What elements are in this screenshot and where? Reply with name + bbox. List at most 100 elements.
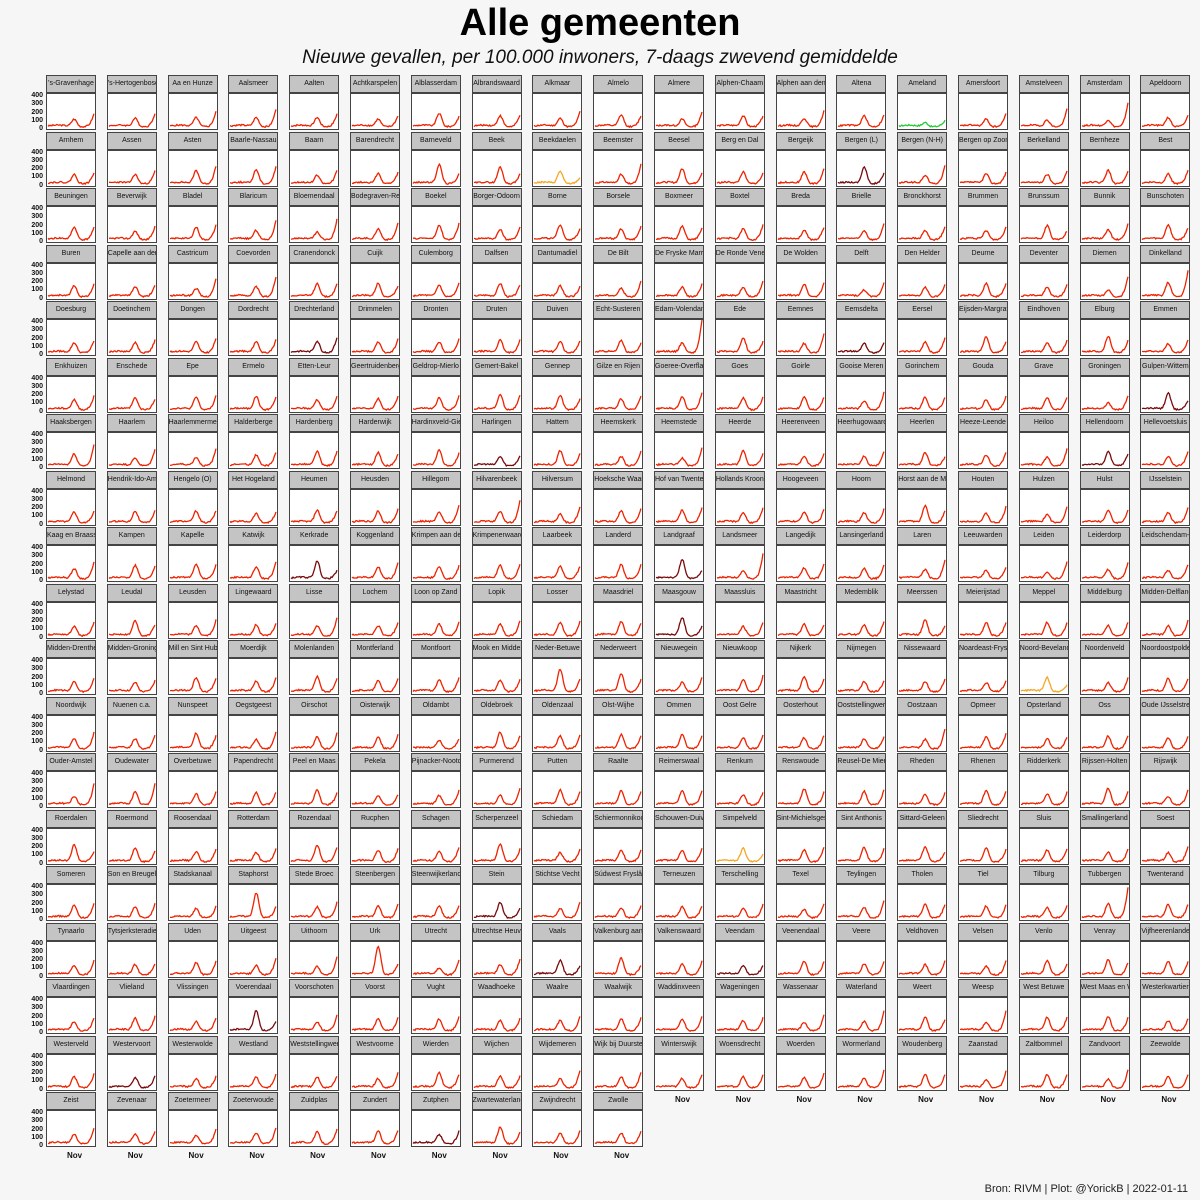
- panel-strip: Schagen: [410, 809, 461, 828]
- panel-svg: [1081, 276, 1129, 298]
- panel-plot: [167, 375, 218, 413]
- panel-svg: [534, 669, 581, 693]
- series-line: [230, 561, 278, 581]
- panel-plot: [654, 884, 704, 921]
- series-line: [473, 338, 521, 355]
- series-line: [716, 280, 764, 298]
- panel-strip: Heemskerk: [593, 414, 644, 432]
- panel-svg: [959, 171, 1007, 185]
- panel-strip: Goeree-Overflakkee: [654, 357, 704, 376]
- panel-plot: [167, 93, 218, 130]
- panel-plot: [289, 432, 340, 469]
- panel-plot: [350, 601, 400, 639]
- series-line: [169, 111, 217, 128]
- y-tick-label: 300: [31, 382, 43, 390]
- panel-plot: [106, 827, 157, 865]
- panel-plot: [958, 545, 1008, 582]
- panel-plot: [714, 149, 765, 187]
- series-line: [230, 622, 277, 637]
- source-caption: Bron: RIVM | Plot: @YorickB | 2022-01-11: [984, 1183, 1188, 1195]
- panel-strip: Weert: [897, 979, 948, 997]
- panel-svg: [1081, 1069, 1129, 1089]
- panel-strip: Delft: [836, 244, 887, 263]
- series-line: [229, 339, 278, 354]
- y-tick-label: 200: [31, 560, 43, 568]
- panel-svg: [838, 391, 886, 411]
- panel-svg: [959, 621, 1007, 637]
- y-tick-label: 100: [31, 794, 43, 802]
- panel-strip: Baarn: [289, 131, 340, 150]
- panel-strip: Roermond: [106, 809, 157, 828]
- panel-strip: Alkmaar: [532, 75, 583, 93]
- panel-plot: [1079, 319, 1130, 356]
- panel-svg: [473, 226, 521, 241]
- panel-plot: [167, 997, 218, 1034]
- panel-strip: West Betuwe: [1018, 979, 1069, 997]
- panel-plot: [46, 319, 96, 356]
- series-line: [412, 162, 460, 185]
- panel-svg: [655, 1016, 703, 1032]
- panel-plot: [106, 940, 157, 978]
- panel-strip: Ooststellingwerf: [836, 696, 887, 715]
- panel-plot: [1079, 884, 1130, 921]
- panel-strip: Vijfheerenlanden: [1140, 922, 1191, 941]
- series-line: [108, 619, 156, 637]
- panel-plot: [775, 940, 826, 978]
- panel-svg: [534, 788, 581, 806]
- panel-strip: Eemnes: [775, 301, 826, 319]
- series-line: [656, 733, 703, 750]
- panel-strip: Harlingen: [471, 414, 522, 432]
- series-line: [108, 679, 156, 693]
- series-line: [1020, 958, 1068, 976]
- series-line: [47, 113, 95, 129]
- panel-strip: Hollands Kroon: [714, 470, 765, 489]
- series-line: [898, 503, 946, 524]
- series-line: [473, 455, 521, 467]
- panel-plot: [106, 545, 157, 582]
- panel-plot: [1079, 93, 1130, 130]
- panel-plot: [654, 149, 704, 187]
- panel-svg: [473, 563, 521, 580]
- panel-strip: Almelo: [593, 75, 644, 93]
- panel-svg: [1081, 848, 1129, 863]
- panel-plot: [228, 1053, 279, 1091]
- series-line: [473, 1017, 521, 1032]
- panel-svg: [777, 281, 825, 298]
- panel-plot: [167, 206, 218, 243]
- panel-plot: [775, 601, 826, 639]
- panel-strip: Heemstede: [654, 414, 704, 432]
- panel-plot: [836, 940, 887, 978]
- panel-svg: [412, 448, 460, 467]
- panel-svg: [595, 789, 642, 806]
- panel-svg: [412, 282, 460, 298]
- panel-strip: Geertruidenberg: [350, 357, 400, 376]
- panel-plot: [471, 884, 522, 921]
- panel-svg: [230, 1127, 277, 1145]
- panel-strip: Loon op Zand: [410, 583, 461, 602]
- panel-strip: 's-Gravenhage: [46, 75, 96, 93]
- series-line: [594, 1130, 642, 1145]
- series-line: [1081, 677, 1129, 694]
- panel-strip: Altena: [836, 75, 887, 93]
- panel-svg: [777, 734, 825, 750]
- panel-svg: [412, 1070, 460, 1089]
- series-line: [716, 115, 764, 128]
- y-tick-label: 0: [39, 351, 43, 358]
- panel-svg: [169, 338, 217, 354]
- panel-svg: [534, 1130, 581, 1145]
- panel-strip: Uitgeest: [228, 922, 279, 941]
- panel-strip: IJsselstein: [1140, 470, 1191, 489]
- panel-plot: [471, 1110, 522, 1147]
- panel-svg: [1142, 677, 1189, 693]
- y-tick-label: 200: [31, 843, 43, 850]
- series-line: [352, 450, 399, 468]
- panel-strip: Wijchen: [471, 1035, 522, 1054]
- panel-plot: [1140, 488, 1191, 526]
- panel-strip: Groningen: [1079, 357, 1130, 376]
- series-line: [838, 1010, 886, 1032]
- panel-svg: [412, 113, 460, 128]
- panel-svg: [534, 620, 582, 637]
- panel-svg: [1020, 791, 1068, 806]
- panel-strip: Borne: [532, 188, 583, 206]
- series-line: [716, 1017, 764, 1032]
